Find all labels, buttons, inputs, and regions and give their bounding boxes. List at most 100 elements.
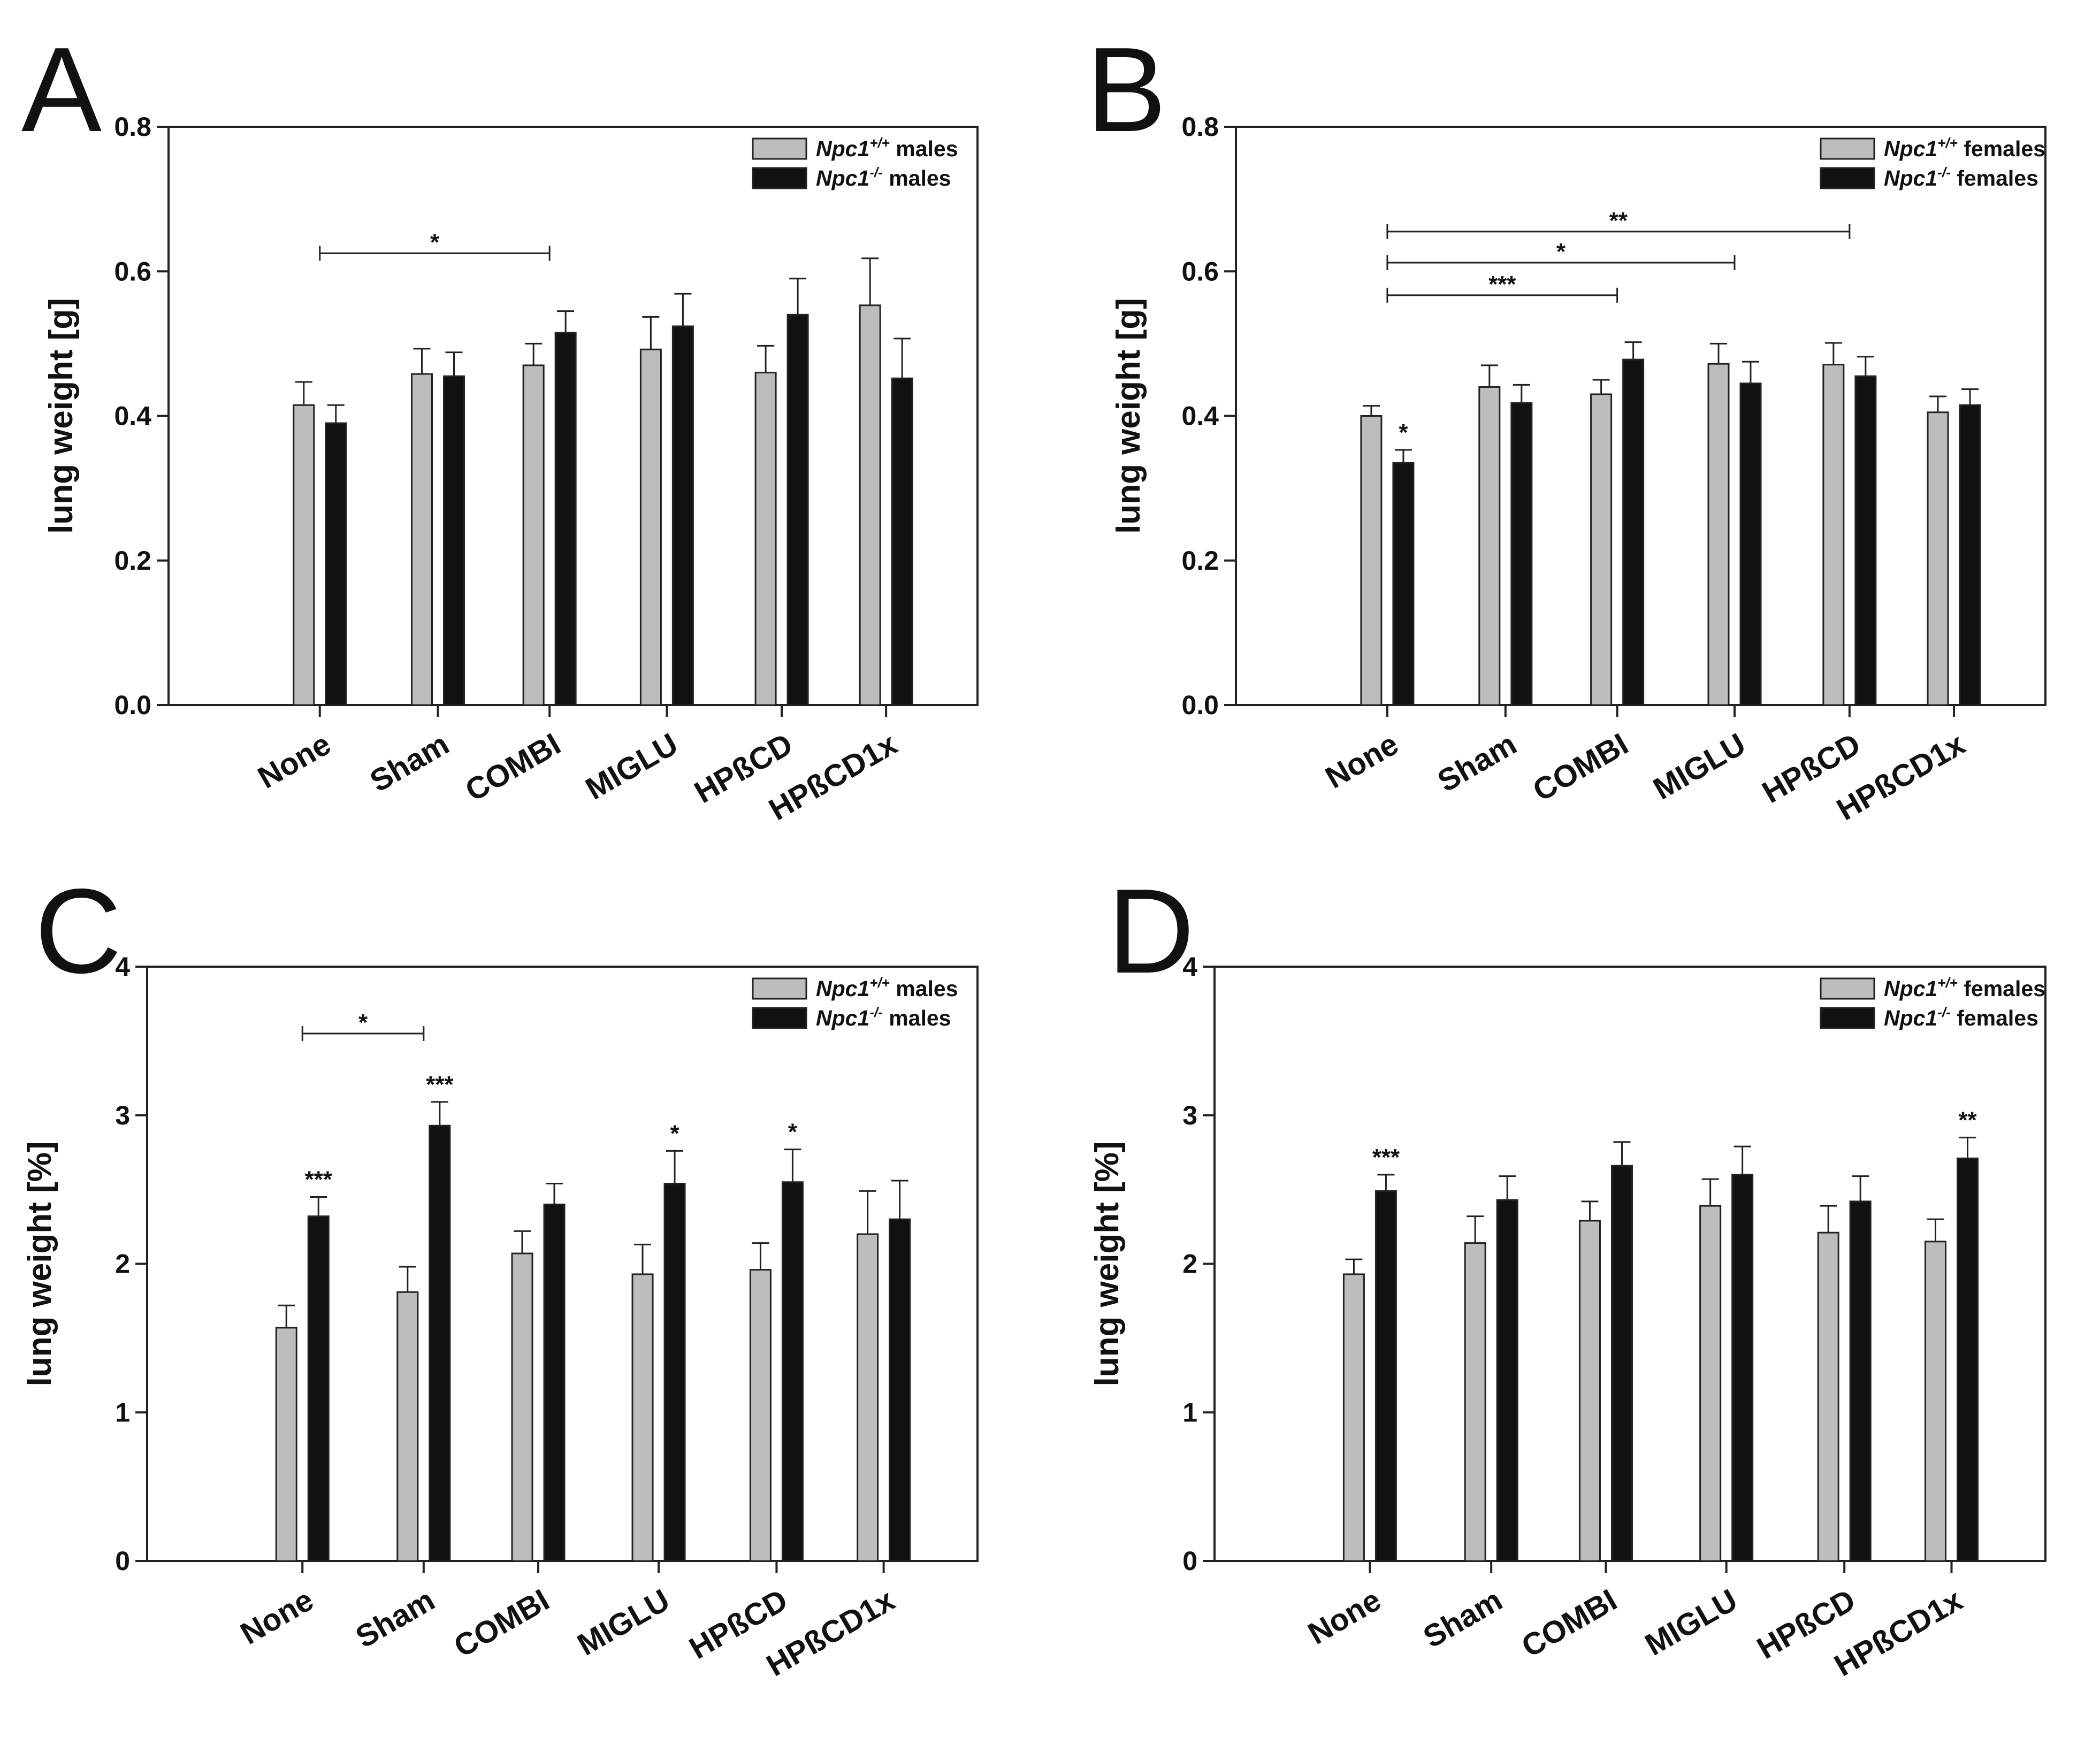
y-tick-label: 0.2 — [1181, 546, 1219, 576]
panel-letter: A — [21, 22, 102, 157]
bar-wildtype-5 — [857, 1233, 879, 1562]
panel-a: A 0.0 0.2 0.4 0.6 0.8 lung weight [g] None Sham C… — [21, 22, 979, 827]
bar-knockout-2 — [1622, 358, 1645, 706]
bar-wildtype-2 — [1578, 1220, 1601, 1562]
bar-knockout-4 — [1849, 1200, 1872, 1562]
bar-knockout-0 — [307, 1215, 330, 1562]
x-tick-label: MIGLU — [1639, 1582, 1743, 1663]
x-tick-label: MIGLU — [1647, 726, 1751, 807]
significance-marker: * — [670, 1120, 679, 1146]
bar-wildtype-0 — [275, 1327, 297, 1562]
comparison-label: ** — [1609, 208, 1628, 234]
bar-knockout-3 — [663, 1183, 686, 1562]
bar-knockout-2 — [543, 1203, 566, 1562]
bar-wildtype-3 — [1707, 363, 1730, 706]
x-tick-label: Sham — [364, 726, 455, 799]
bar-wildtype-1 — [410, 373, 433, 706]
x-tick-label: None — [252, 726, 337, 795]
x-tick-label: MIGLU — [580, 726, 684, 807]
bar-knockout-4 — [786, 313, 809, 706]
y-tick-label: 0.6 — [114, 256, 151, 286]
y-axis-label: lung weight [g] — [43, 298, 80, 534]
significance-marker: ** — [1958, 1107, 1977, 1133]
x-tick-label: Sham — [1417, 1582, 1508, 1655]
x-tick-label: None — [235, 1582, 319, 1651]
bar-knockout-4 — [781, 1181, 804, 1562]
bar-knockout-3 — [671, 325, 694, 706]
panel-letter: B — [1086, 22, 1166, 157]
bar-wildtype-4 — [1822, 364, 1845, 706]
bar-knockout-1 — [1510, 402, 1533, 706]
significance-marker: * — [1399, 419, 1408, 446]
bar-wildtype-4 — [1817, 1231, 1839, 1562]
bar-knockout-5 — [1959, 404, 1981, 706]
legend-label: Npc1-/- females — [1884, 1004, 2038, 1030]
bar-wildtype-3 — [631, 1273, 654, 1562]
legend-label: Npc1+/+ males — [816, 135, 958, 161]
bar-knockout-3 — [1739, 382, 1762, 706]
y-tick-label: 2 — [1182, 1249, 1197, 1279]
y-tick-label: 0.0 — [1181, 690, 1219, 720]
x-tick-label: None — [1302, 1582, 1387, 1651]
bar-wildtype-2 — [511, 1252, 533, 1562]
y-tick-label: 0 — [115, 1546, 130, 1576]
x-tick-label: None — [1319, 726, 1404, 795]
bar-knockout-0 — [1374, 1190, 1397, 1562]
comparison-label: * — [430, 229, 440, 255]
bar-wildtype-5 — [1925, 1241, 1947, 1562]
legend-label: Npc1-/- males — [816, 1004, 951, 1030]
legend-swatch — [1820, 137, 1875, 160]
y-axis-label: lung weight [g] — [1110, 298, 1147, 534]
significance-marker: * — [788, 1119, 798, 1145]
panel-letter: C — [35, 863, 122, 998]
bar-knockout-5 — [891, 377, 913, 706]
bar-wildtype-0 — [1342, 1273, 1365, 1562]
legend-label: Npc1+/+ females — [1884, 975, 2045, 1001]
comparison-label: * — [1556, 239, 1566, 265]
legend-label: Npc1+/+ females — [1884, 135, 2045, 161]
legend-swatch — [752, 137, 807, 160]
y-tick-label: 4 — [1182, 952, 1197, 982]
panel-letter: D — [1108, 863, 1195, 998]
legend-swatch — [752, 1007, 807, 1029]
x-tick-label: COMBI — [448, 1582, 555, 1664]
legend-swatch — [1820, 167, 1875, 189]
bar-wildtype-1 — [1464, 1242, 1486, 1562]
y-tick-label: 0.0 — [114, 690, 151, 720]
x-tick-label: MIGLU — [571, 1582, 675, 1663]
significance-marker: *** — [1372, 1144, 1400, 1170]
significance-marker: *** — [305, 1167, 333, 1193]
bar-wildtype-5 — [1927, 411, 1949, 706]
y-axis-label: lung weight [%] — [1089, 1141, 1126, 1386]
bar-knockout-1 — [429, 1124, 451, 1562]
bar-wildtype-3 — [1699, 1205, 1722, 1562]
legend-swatch — [1820, 977, 1875, 1000]
legend-swatch — [752, 167, 807, 189]
bar-wildtype-4 — [749, 1269, 772, 1562]
y-tick-label: 0.8 — [114, 112, 151, 142]
bar-knockout-1 — [442, 375, 465, 706]
comparison-label: *** — [1488, 271, 1516, 297]
legend-swatch — [1820, 1007, 1875, 1029]
y-tick-label: 0.6 — [1181, 256, 1219, 286]
bar-wildtype-0 — [293, 404, 315, 706]
legend-label: Npc1+/+ males — [816, 975, 958, 1001]
y-tick-label: 0.8 — [1181, 112, 1219, 142]
y-tick-label: 3 — [115, 1100, 130, 1130]
y-tick-label: 2 — [115, 1249, 130, 1279]
bar-knockout-1 — [1496, 1199, 1518, 1562]
legend-label: Npc1-/- females — [1884, 164, 2038, 190]
bar-wildtype-2 — [1590, 393, 1613, 706]
bar-knockout-3 — [1731, 1174, 1754, 1562]
legend-swatch — [752, 977, 807, 1000]
bar-knockout-0 — [325, 422, 347, 706]
y-tick-label: 0.4 — [1181, 401, 1219, 431]
y-tick-label: 3 — [1182, 1100, 1197, 1130]
bar-wildtype-1 — [396, 1291, 419, 1562]
y-tick-label: 0.4 — [114, 401, 151, 431]
bar-knockout-2 — [1610, 1165, 1633, 1562]
bar-wildtype-3 — [639, 348, 662, 706]
